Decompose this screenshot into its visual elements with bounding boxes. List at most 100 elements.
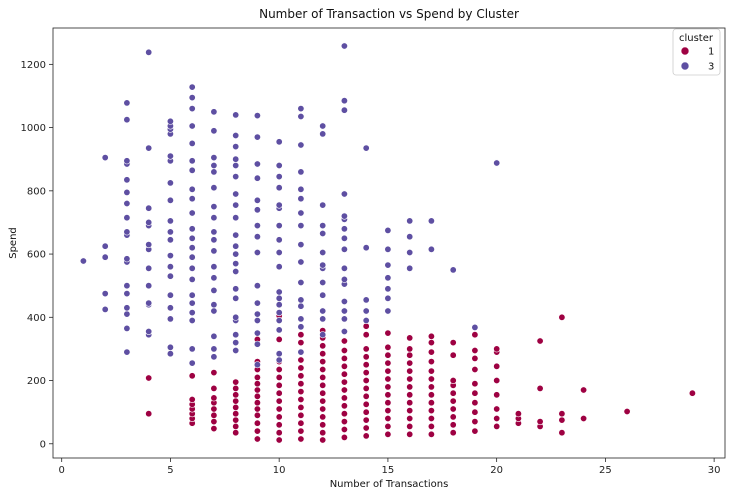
- data-point-cluster-1: [275, 335, 283, 343]
- data-point-cluster-1: [362, 416, 370, 424]
- data-point-cluster-3: [188, 309, 196, 317]
- data-point-cluster-3: [123, 228, 131, 236]
- data-point-cluster-1: [362, 361, 370, 369]
- data-point-cluster-1: [688, 389, 696, 397]
- data-point-cluster-3: [145, 282, 153, 290]
- data-point-cluster-1: [232, 429, 240, 437]
- data-point-cluster-3: [275, 301, 283, 309]
- data-point-cluster-3: [340, 307, 348, 315]
- data-point-cluster-1: [449, 429, 457, 437]
- data-point-cluster-3: [210, 307, 218, 315]
- y-axis: 0 200 400 600 800 1000 1200: [21, 60, 53, 450]
- data-point-cluster-1: [297, 339, 305, 347]
- data-point-cluster-1: [340, 418, 348, 426]
- data-point-cluster-1: [384, 329, 392, 337]
- data-point-cluster-1: [340, 394, 348, 402]
- data-point-cluster-3: [275, 288, 283, 296]
- x-axis: 0 5 10 15 20 25 30: [59, 458, 720, 476]
- data-point-cluster-1: [362, 353, 370, 361]
- data-point-cluster-1: [493, 422, 501, 430]
- data-point-cluster-3: [232, 201, 240, 209]
- data-point-cluster-1: [384, 407, 392, 415]
- plot-frame: [52, 27, 726, 459]
- data-point-cluster-1: [427, 430, 435, 438]
- data-point-cluster-1: [253, 386, 261, 394]
- data-point-cluster-1: [210, 394, 218, 402]
- data-point-cluster-3: [123, 214, 131, 222]
- data-point-cluster-3: [188, 225, 196, 233]
- data-point-cluster-3: [79, 257, 87, 265]
- data-point-cluster-3: [493, 159, 501, 167]
- data-point-cluster-1: [384, 430, 392, 438]
- data-point-cluster-1: [427, 375, 435, 383]
- data-point-cluster-3: [297, 141, 305, 149]
- data-point-cluster-3: [253, 329, 261, 337]
- data-point-cluster-3: [253, 112, 261, 120]
- data-point-cluster-3: [297, 302, 305, 310]
- data-point-cluster-3: [188, 94, 196, 102]
- data-point-cluster-1: [536, 418, 544, 426]
- data-point-cluster-1: [449, 421, 457, 429]
- data-point-cluster-3: [340, 275, 348, 283]
- data-point-cluster-3: [253, 310, 261, 318]
- data-point-cluster-3: [340, 264, 348, 272]
- data-point-cluster-1: [493, 362, 501, 370]
- data-point-cluster-3: [123, 290, 131, 298]
- data-point-cluster-1: [232, 397, 240, 405]
- data-point-cluster-1: [253, 373, 261, 381]
- data-point-cluster-1: [319, 365, 327, 373]
- data-point-cluster-1: [384, 375, 392, 383]
- data-point-cluster-3: [384, 245, 392, 253]
- data-point-cluster-3: [362, 316, 370, 324]
- data-point-cluster-3: [188, 244, 196, 252]
- data-point-cluster-1: [275, 373, 283, 381]
- data-point-cluster-3: [253, 133, 261, 141]
- data-point-cluster-1: [362, 369, 370, 377]
- data-point-cluster-3: [340, 97, 348, 105]
- data-point-cluster-1: [145, 374, 153, 382]
- data-point-cluster-1: [427, 391, 435, 399]
- data-point-cluster-1: [188, 395, 196, 403]
- data-point-cluster-1: [406, 375, 414, 383]
- data-point-cluster-3: [232, 143, 240, 151]
- data-point-cluster-1: [297, 395, 305, 403]
- data-point-cluster-3: [210, 345, 218, 353]
- data-point-cluster-3: [188, 83, 196, 91]
- data-point-cluster-1: [319, 358, 327, 366]
- data-point-cluster-1: [232, 410, 240, 418]
- data-point-cluster-1: [275, 429, 283, 437]
- data-point-cluster-3: [210, 263, 218, 271]
- data-point-cluster-3: [123, 282, 131, 290]
- data-point-cluster-1: [297, 435, 305, 443]
- data-point-cluster-1: [362, 331, 370, 339]
- data-point-cluster-3: [188, 105, 196, 113]
- data-point-cluster-3: [210, 353, 218, 361]
- data-point-cluster-3: [210, 203, 218, 211]
- data-point-cluster-1: [340, 433, 348, 441]
- data-point-cluster-3: [188, 316, 196, 324]
- data-point-cluster-3: [188, 253, 196, 261]
- data-point-cluster-1: [340, 402, 348, 410]
- data-point-cluster-3: [319, 201, 327, 209]
- data-point-cluster-1: [493, 414, 501, 422]
- data-point-cluster-3: [123, 310, 131, 318]
- data-point-cluster-3: [427, 217, 435, 225]
- data-point-cluster-1: [232, 422, 240, 430]
- data-point-cluster-3: [253, 196, 261, 204]
- data-point-cluster-1: [362, 432, 370, 440]
- data-point-cluster-3: [297, 222, 305, 230]
- data-point-cluster-3: [232, 190, 240, 198]
- data-point-cluster-1: [580, 386, 588, 394]
- data-point-cluster-3: [449, 266, 457, 274]
- data-point-cluster-3: [340, 225, 348, 233]
- data-point-cluster-3: [166, 291, 174, 299]
- data-point-cluster-3: [253, 206, 261, 214]
- data-point-cluster-3: [232, 132, 240, 140]
- data-point-cluster-1: [493, 405, 501, 413]
- chart-title: Number of Transaction vs Spend by Cluste…: [259, 7, 519, 21]
- data-point-cluster-3: [101, 305, 109, 313]
- data-point-cluster-3: [123, 348, 131, 356]
- data-point-cluster-3: [406, 249, 414, 257]
- data-point-cluster-1: [623, 407, 631, 415]
- data-point-cluster-3: [340, 297, 348, 305]
